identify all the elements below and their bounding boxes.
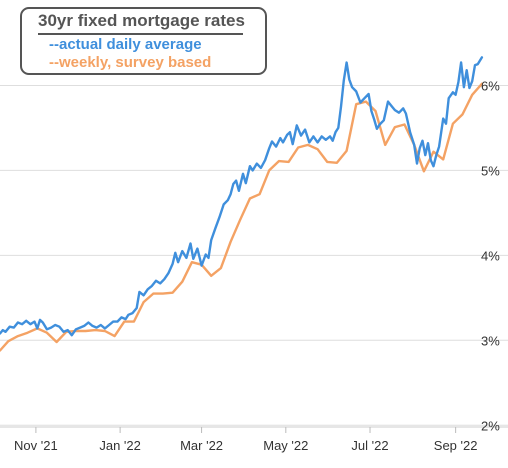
legend: 30yr fixed mortgage rates --actual daily… bbox=[20, 7, 267, 75]
y-tick-labels: 2% 3% 4% 5% 6% bbox=[481, 78, 500, 433]
x-tick-label: Sep '22 bbox=[434, 438, 478, 453]
legend-entry-daily: --actual daily average bbox=[49, 36, 202, 53]
x-tick-label: Jul '22 bbox=[351, 438, 388, 453]
chart-title: 30yr fixed mortgage rates bbox=[38, 11, 245, 30]
series-line-daily bbox=[0, 56, 484, 337]
x-tick-label: Jan '22 bbox=[99, 438, 141, 453]
title-underline bbox=[38, 33, 243, 35]
gridlines bbox=[0, 84, 508, 426]
x-tick-label: Mar '22 bbox=[180, 438, 223, 453]
y-tick-label: 2% bbox=[481, 418, 500, 433]
y-tick-label: 4% bbox=[481, 248, 500, 263]
x-tick-label: May '22 bbox=[263, 438, 308, 453]
series-lines bbox=[0, 56, 484, 352]
x-tick-labels: Nov '21 Jan '22 Mar '22 May '22 Jul '22 Sep '… bbox=[14, 438, 477, 453]
x-tick-label: Nov '21 bbox=[14, 438, 58, 453]
y-tick-label: 6% bbox=[481, 78, 500, 93]
legend-entry-weekly: --weekly, survey based bbox=[49, 54, 212, 71]
axes bbox=[0, 426, 508, 433]
y-tick-label: 3% bbox=[481, 333, 500, 348]
y-tick-label: 5% bbox=[481, 163, 500, 178]
series-line-weekly bbox=[0, 82, 484, 352]
